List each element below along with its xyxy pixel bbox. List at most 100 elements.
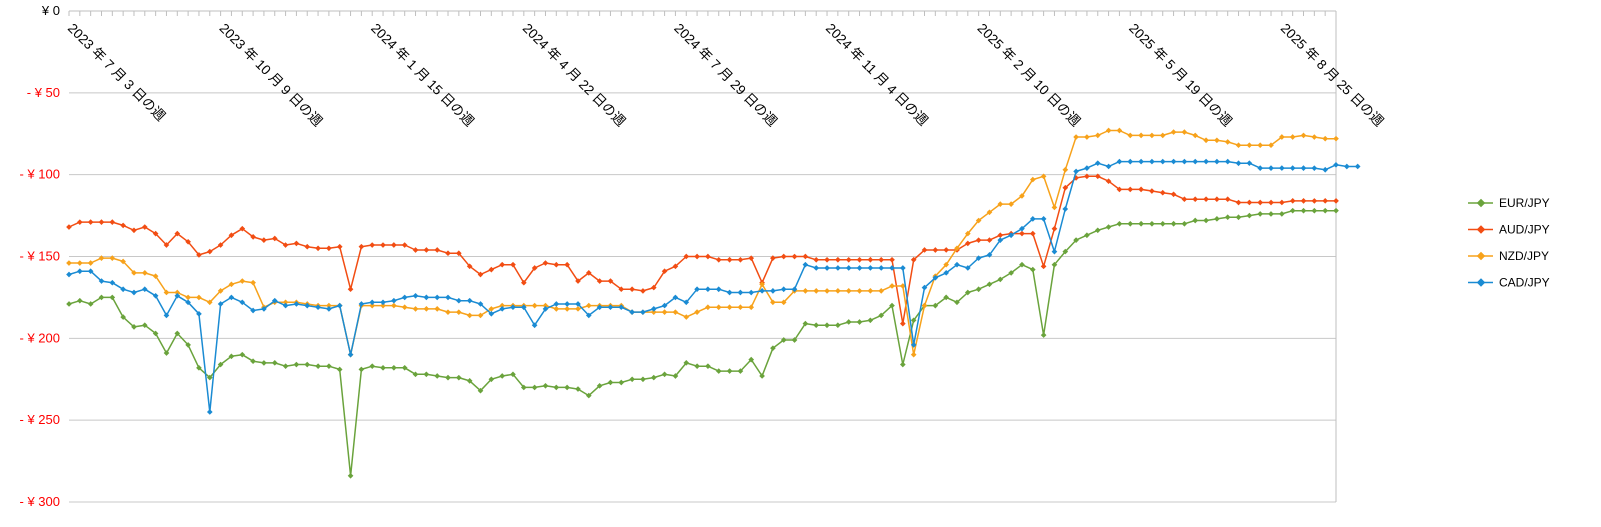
data-point bbox=[434, 294, 441, 301]
data-point bbox=[824, 288, 830, 294]
data-point bbox=[1084, 173, 1090, 180]
data-point bbox=[899, 361, 906, 368]
data-point bbox=[293, 240, 300, 247]
data-point bbox=[401, 242, 408, 248]
data-point bbox=[347, 472, 354, 479]
data-point bbox=[813, 256, 820, 263]
data-point bbox=[1333, 207, 1339, 214]
data-point bbox=[1008, 201, 1014, 207]
data-point bbox=[217, 361, 224, 368]
data-point bbox=[66, 260, 72, 266]
data-point bbox=[997, 232, 1004, 239]
data-point bbox=[131, 270, 137, 276]
x-tick-label: 2023 年 7 月 3 日の週 bbox=[65, 21, 169, 125]
data-point bbox=[1311, 198, 1318, 204]
data-point bbox=[1257, 165, 1264, 171]
data-point bbox=[835, 288, 841, 294]
data-point bbox=[174, 292, 181, 299]
data-point bbox=[542, 302, 549, 309]
data-point bbox=[726, 304, 733, 311]
data-point bbox=[770, 255, 776, 261]
data-point bbox=[1073, 134, 1079, 140]
data-point bbox=[401, 364, 408, 371]
data-point bbox=[445, 250, 451, 257]
data-point bbox=[228, 353, 235, 360]
x-tick-label: 2024 年 11 月 4 日の週 bbox=[823, 21, 931, 129]
data-point bbox=[770, 345, 776, 351]
data-point bbox=[163, 242, 170, 248]
data-point bbox=[1322, 135, 1329, 142]
data-point bbox=[391, 297, 397, 304]
data-point bbox=[856, 265, 863, 271]
data-point bbox=[856, 319, 863, 325]
data-point bbox=[1333, 198, 1339, 204]
data-point bbox=[455, 309, 462, 315]
data-point bbox=[1094, 227, 1101, 234]
data-point bbox=[1354, 163, 1361, 170]
data-point bbox=[423, 371, 430, 378]
data-point bbox=[1203, 196, 1209, 203]
data-point bbox=[835, 265, 841, 271]
data-point bbox=[802, 253, 809, 260]
legend-item: EUR/JPY bbox=[1468, 196, 1550, 210]
legend-item: AUD/JPY bbox=[1468, 223, 1550, 237]
data-point bbox=[66, 301, 72, 307]
x-tick-label: 2025 年 8 月 25 日の週 bbox=[1278, 21, 1387, 130]
data-point bbox=[391, 364, 397, 371]
data-point bbox=[910, 351, 917, 358]
data-point bbox=[824, 265, 830, 271]
data-point bbox=[76, 219, 83, 225]
data-point bbox=[1105, 127, 1112, 134]
data-point bbox=[694, 363, 700, 369]
data-point bbox=[726, 368, 733, 374]
x-tick-label: 2024 年 7 月 29 日の週 bbox=[671, 21, 780, 130]
data-point bbox=[1192, 196, 1199, 203]
data-point bbox=[845, 256, 852, 263]
data-point bbox=[87, 260, 94, 266]
data-point bbox=[715, 286, 722, 293]
data-point bbox=[889, 256, 895, 263]
data-point bbox=[542, 306, 549, 312]
data-point bbox=[878, 312, 884, 319]
data-point bbox=[1116, 158, 1123, 165]
data-point bbox=[1149, 158, 1155, 165]
data-point bbox=[271, 297, 278, 304]
data-point bbox=[1029, 216, 1036, 222]
data-point bbox=[369, 363, 376, 370]
data-point bbox=[943, 247, 950, 253]
data-point bbox=[87, 219, 94, 225]
data-point bbox=[1051, 261, 1058, 268]
data-point bbox=[910, 317, 917, 324]
data-point bbox=[986, 237, 993, 243]
data-point bbox=[845, 265, 852, 271]
data-point bbox=[141, 322, 148, 329]
data-point bbox=[76, 268, 83, 275]
data-point bbox=[1116, 186, 1123, 193]
data-point bbox=[878, 256, 885, 263]
data-point bbox=[163, 289, 170, 296]
data-point bbox=[196, 310, 202, 317]
data-point bbox=[1105, 224, 1112, 230]
data-point bbox=[1149, 220, 1155, 227]
data-point bbox=[835, 256, 841, 263]
legend-label: CAD/JPY bbox=[1499, 276, 1550, 290]
data-point bbox=[1040, 263, 1047, 270]
data-point bbox=[1051, 225, 1058, 232]
data-point bbox=[824, 322, 830, 329]
data-point bbox=[250, 358, 256, 365]
data-point bbox=[1181, 158, 1188, 165]
data-point bbox=[975, 237, 982, 243]
data-point bbox=[401, 294, 408, 301]
data-point bbox=[499, 261, 506, 268]
data-point bbox=[943, 270, 950, 276]
data-point bbox=[737, 304, 744, 311]
data-point bbox=[271, 360, 278, 366]
data-point bbox=[1214, 216, 1220, 222]
data-point bbox=[1149, 132, 1155, 139]
data-point bbox=[607, 379, 614, 386]
data-point bbox=[856, 256, 863, 263]
data-point bbox=[434, 306, 441, 312]
data-point bbox=[1094, 173, 1101, 180]
data-point bbox=[455, 374, 462, 381]
